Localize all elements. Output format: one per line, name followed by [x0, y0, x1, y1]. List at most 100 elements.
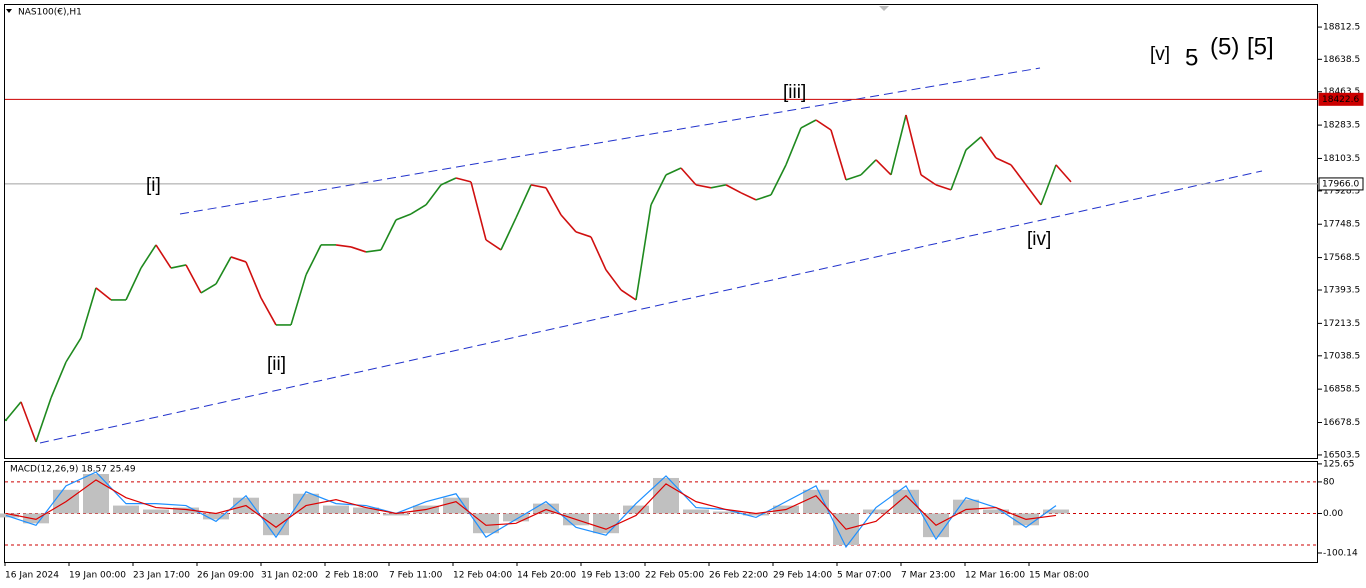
y-tick-label: 17393.5 [1323, 286, 1360, 296]
y-tick-label: 16858.5 [1323, 385, 1360, 395]
price-segment [335, 244, 352, 248]
price-segment [980, 136, 997, 159]
macd-histogram [893, 489, 919, 514]
price-start [4, 418, 8, 422]
macd-histogram [323, 505, 349, 514]
wave-label: 5 [1185, 44, 1198, 71]
macd-histogram [293, 493, 319, 514]
macd-tick-label: 125.65 [1323, 459, 1355, 469]
price-panel [4, 4, 1318, 459]
macd-histogram [173, 507, 199, 514]
price-segment [1025, 184, 1042, 206]
wave-label: [ii] [267, 354, 286, 375]
y-tick-label: 17928.5 [1323, 186, 1360, 196]
menu-arrow[interactable] [6, 9, 12, 13]
price-segment [815, 119, 832, 131]
price-segment [5, 401, 22, 421]
price-segment [1040, 164, 1057, 206]
price-segment [35, 397, 52, 443]
price-segment [395, 213, 412, 221]
macd-title: MACD(12,26,9) 18.57 25.49 [10, 465, 136, 475]
x-tick-label: 7 Feb 11:00 [389, 571, 443, 581]
y-tick-label: 17038.5 [1323, 351, 1360, 361]
scroll-marker[interactable] [879, 6, 889, 11]
price-segment [485, 239, 502, 251]
y-tick-label: 18812.5 [1323, 23, 1360, 33]
price-segment [575, 231, 592, 238]
price-segment [965, 136, 982, 151]
price-segment [680, 167, 697, 186]
price-segment [515, 184, 532, 219]
y-tick-label: 16503.5 [1323, 450, 1360, 460]
price-segment [950, 149, 967, 191]
wave-label: [i] [146, 175, 161, 196]
y-tick-label: 17213.5 [1323, 319, 1360, 329]
price-segment [545, 187, 562, 216]
price-segment [605, 269, 622, 291]
price-segment [470, 181, 487, 241]
x-tick-label: 12 Mar 16:00 [965, 571, 1025, 581]
x-tick-label: 16 Jan 2024 [5, 571, 59, 581]
price-segment [500, 217, 517, 251]
macd-histogram [533, 503, 559, 514]
macd-histogram [113, 505, 139, 514]
price-segment [920, 174, 937, 186]
y-tick-label: 17748.5 [1323, 220, 1360, 230]
price-segment [200, 283, 217, 294]
price-segment [95, 287, 112, 301]
price-segment [185, 264, 202, 294]
x-tick-label: 19 Feb 13:00 [581, 571, 640, 581]
price-segment [260, 297, 277, 326]
macd-histogram [683, 509, 709, 514]
price-segment [710, 184, 727, 189]
price-segment [215, 256, 232, 285]
price-segment [695, 184, 712, 189]
wave-label: [5] [1247, 33, 1274, 60]
x-tick-label: 7 Mar 23:00 [901, 571, 956, 581]
price-segment [65, 337, 82, 363]
price-segment [20, 401, 37, 443]
price-segment [860, 159, 877, 176]
price-segment [1010, 164, 1027, 186]
price-segment [455, 177, 472, 183]
x-tick-label: 12 Feb 04:00 [453, 571, 512, 581]
price-segment [770, 164, 787, 196]
macd-histogram [203, 513, 229, 520]
macd-histogram [0, 513, 19, 518]
wave-label: (5) [1210, 33, 1239, 60]
level-tag [1318, 92, 1364, 106]
x-tick-label: 14 Feb 20:00 [517, 571, 576, 581]
x-tick-label: 5 Mar 07:00 [837, 571, 892, 581]
price-segment [380, 219, 397, 251]
price-segment [740, 192, 757, 201]
price-segment [365, 249, 382, 253]
macd-histogram [743, 513, 769, 516]
y-tick-label: 17568.5 [1323, 253, 1360, 263]
price-segment [620, 289, 637, 301]
lower-channel [39, 170, 1263, 444]
wave-label: [iv] [1027, 229, 1051, 250]
price-segment [230, 256, 247, 263]
price-segment [755, 194, 772, 201]
x-tick-label: 15 Mar 08:00 [1029, 571, 1089, 581]
x-tick-label: 22 Feb 05:00 [645, 571, 704, 581]
price-segment [125, 267, 142, 301]
wave-label: [iii] [783, 82, 806, 103]
price-segment [350, 246, 367, 253]
x-tick-label: 31 Jan 02:00 [261, 571, 318, 581]
price-segment [50, 361, 67, 399]
macd-histogram [983, 509, 1009, 514]
y-tick-label: 18638.5 [1323, 55, 1360, 65]
price-segment [530, 184, 547, 189]
x-tick-label: 26 Jan 09:00 [197, 571, 254, 581]
x-tick-label: 19 Jan 00:00 [69, 571, 126, 581]
x-tick-label: 2 Feb 18:00 [325, 571, 379, 581]
price-segment [830, 129, 847, 181]
x-tick-label: 23 Jan 17:00 [133, 571, 190, 581]
x-tick-label: 26 Feb 22:00 [709, 571, 768, 581]
macd-histogram [623, 505, 649, 514]
price-segment [410, 204, 427, 215]
price-segment [665, 167, 682, 176]
